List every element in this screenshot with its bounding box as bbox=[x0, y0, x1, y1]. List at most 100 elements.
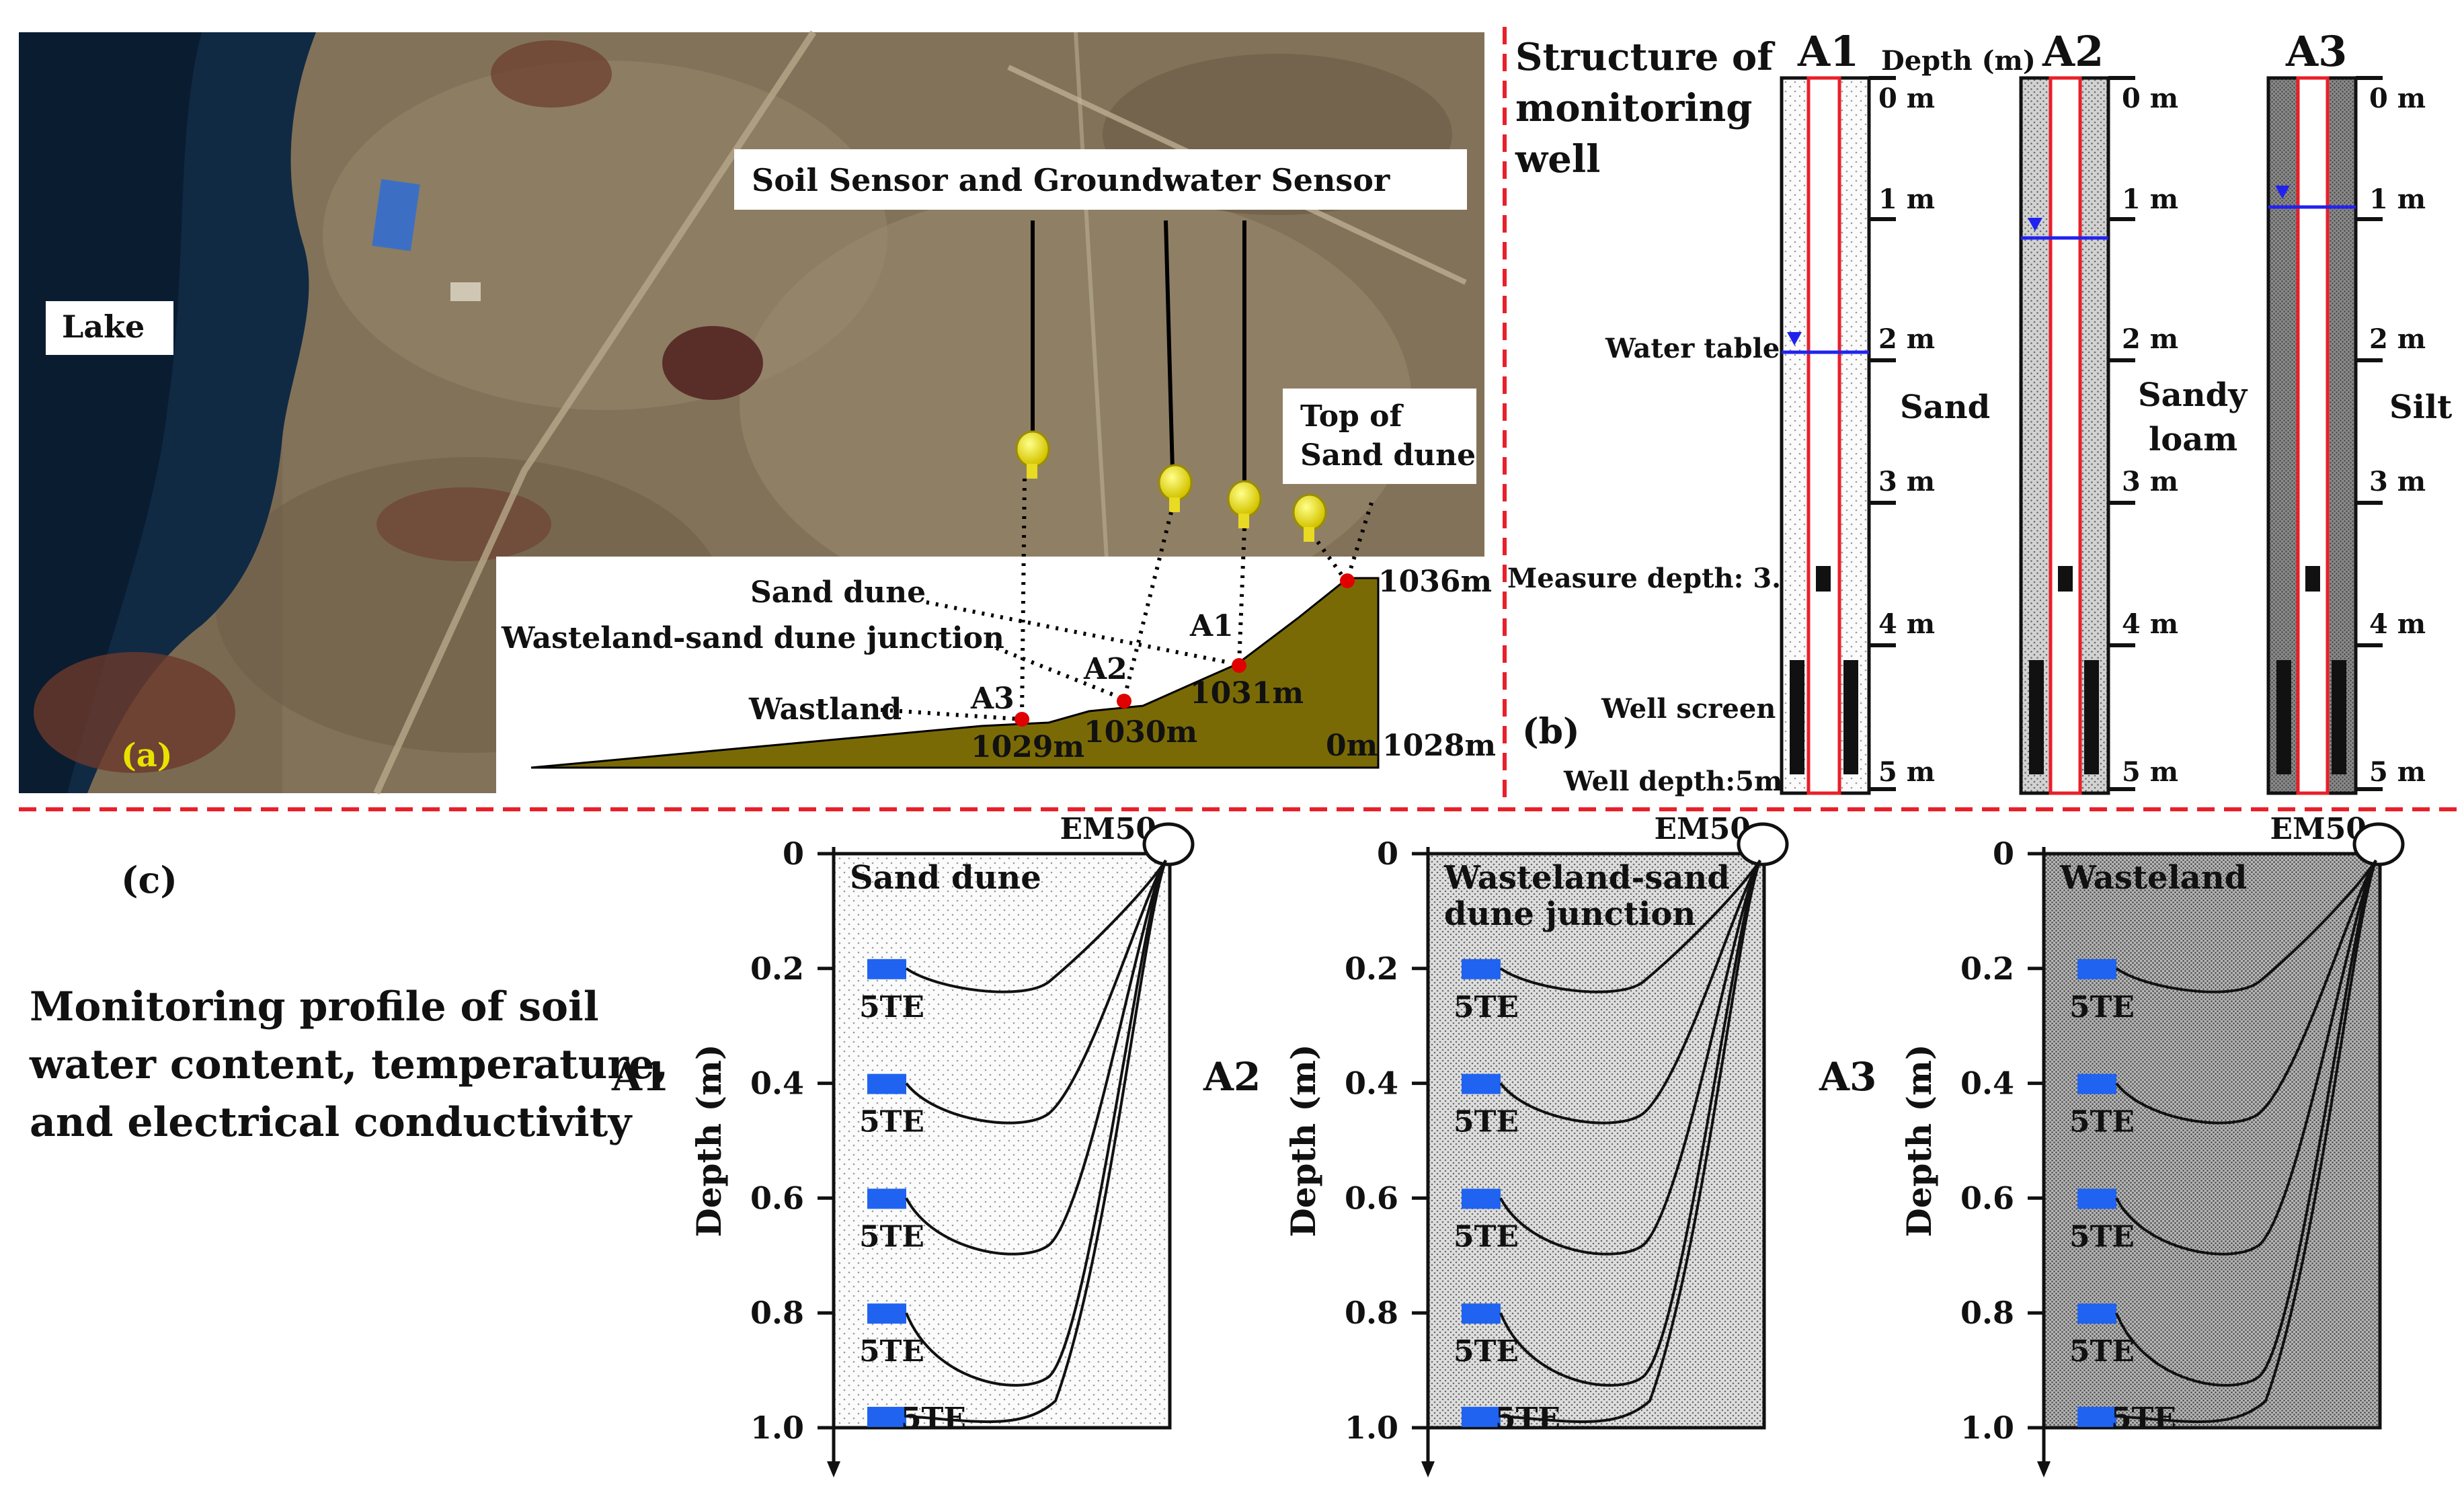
base-zero-label: 0m bbox=[1326, 729, 1378, 763]
caption-line3: and electrical conductivity bbox=[30, 1099, 633, 1146]
panel-a: Lake Soil Sensor and Groundwater Sensor … bbox=[19, 30, 1496, 795]
profile-a2-sensor-icon bbox=[1462, 1188, 1501, 1209]
profile-a3-sensor-label: 5TE bbox=[2111, 1402, 2176, 1436]
profile-a2-sensor-icon bbox=[1462, 1303, 1501, 1324]
panel-a-label: (a) bbox=[121, 737, 173, 774]
profile-a3-logger-icon bbox=[2352, 822, 2405, 866]
profile-a3-sensor-icon bbox=[2077, 1303, 2116, 1324]
site-a3-elev: 1029m bbox=[971, 730, 1084, 764]
lake-label-box bbox=[46, 301, 173, 355]
sensor-title-box bbox=[734, 149, 1467, 210]
profile-a2-tick-label: 0.4 bbox=[1345, 1065, 1398, 1102]
lake-label: Lake bbox=[62, 309, 145, 345]
profile-a2-site-label: A2 bbox=[1203, 1054, 1261, 1100]
profile-a3-sensor-label: 5TE bbox=[2069, 1334, 2135, 1369]
tick-1m: 1 m bbox=[1878, 184, 1935, 215]
profile-a3-axis-arrow bbox=[2037, 1461, 2051, 1477]
panel-b-title-line2: monitoring bbox=[1515, 86, 1752, 130]
well-a1: A1 Sand bbox=[1780, 27, 1990, 795]
profile-a2-tick-label: 0.2 bbox=[1345, 950, 1398, 987]
site-dot-a2 bbox=[1117, 694, 1131, 708]
profile-a2-sensor-icon bbox=[1462, 959, 1501, 979]
junction-label: Wasteland-sand dune junction bbox=[501, 621, 1004, 655]
well-a1-soil: Sand bbox=[1900, 389, 1990, 426]
profile-a1-tick-label: 0 bbox=[783, 836, 804, 872]
profile-a3-tick-label: 0.4 bbox=[1960, 1065, 2014, 1102]
site-a1-elev: 1031m bbox=[1190, 676, 1304, 710]
well-a2-ticks bbox=[2108, 76, 2135, 791]
caption-line1: Monitoring profile of soil bbox=[30, 983, 599, 1030]
tick-2m: 2 m bbox=[1878, 323, 1935, 355]
profile-a2-cable bbox=[1499, 859, 1761, 1256]
pin-icon bbox=[1015, 430, 1050, 479]
well-a2-name: A2 bbox=[2042, 27, 2104, 76]
profile-a2-sensor-label: 5TE bbox=[1454, 1334, 1519, 1369]
well-a2-soil-line1: Sandy bbox=[2138, 376, 2248, 414]
profile-a1-site-label: A1 bbox=[611, 1054, 669, 1100]
well-screen-label: Well screen bbox=[1601, 693, 1776, 725]
well-a3-name: A3 bbox=[2285, 27, 2347, 76]
profile-a2-cable bbox=[1499, 859, 1761, 993]
base-elev-label: 1028m bbox=[1382, 729, 1496, 763]
building bbox=[372, 179, 420, 251]
profile-a1-sensor-label: 5TE bbox=[859, 990, 924, 1024]
profile-a3-cable bbox=[2115, 859, 2377, 1387]
profile-a1-sensor-label: 5TE bbox=[901, 1402, 966, 1436]
profile-a2-tick-label: 1.0 bbox=[1345, 1410, 1398, 1446]
profile-a2-title-line1: Wasteland-sand bbox=[1443, 859, 1730, 897]
profile-a3-sensor-label: 5TE bbox=[2069, 990, 2135, 1024]
profile-a1-logger-icon bbox=[1142, 822, 1195, 866]
site-dot-a1 bbox=[1232, 658, 1246, 673]
profile-a2-axis-label: Depth (m) bbox=[1283, 1044, 1323, 1237]
panel-b-title-line1: Structure of bbox=[1515, 35, 1776, 79]
profile-a1-tick-label: 0.4 bbox=[750, 1065, 804, 1102]
profile-a3-sensor-label: 5TE bbox=[2069, 1219, 2135, 1254]
tick-2m: 2 m bbox=[2122, 323, 2178, 355]
profile-a1-logger-label: EM50 bbox=[1060, 812, 1156, 846]
profile-a2-cable bbox=[1500, 860, 1761, 1424]
tick-3m: 3 m bbox=[2122, 466, 2178, 497]
profile-a2-cable bbox=[1499, 859, 1761, 1125]
tick-0m: 0 m bbox=[1878, 83, 1935, 114]
tick-4m: 4 m bbox=[1878, 608, 1935, 640]
profile-a1-cable bbox=[905, 859, 1167, 1387]
profile-a1-tick-label: 0.6 bbox=[750, 1180, 804, 1216]
tick-4m: 4 m bbox=[2369, 608, 2426, 640]
profile-a2-title-line2: dune junction bbox=[1444, 895, 1696, 933]
well-a2: A2 Sandy loam bbox=[2019, 27, 2248, 795]
profile-a3-site-label: A3 bbox=[1819, 1054, 1876, 1100]
pond bbox=[662, 326, 763, 400]
profile-a2-cable bbox=[1499, 859, 1761, 1387]
well-a2-soil-line2: loam bbox=[2149, 421, 2237, 458]
tick-2m: 2 m bbox=[2369, 323, 2426, 355]
profile-a3-tick-label: 0 bbox=[1993, 836, 2014, 872]
tick-1m: 1 m bbox=[2122, 184, 2178, 215]
profile-a2-axis-arrow bbox=[1421, 1461, 1435, 1477]
depth-header: Depth (m) bbox=[1881, 45, 2036, 77]
profile-a1-tick-label: 0.8 bbox=[750, 1295, 804, 1331]
sensor-title: Soil Sensor and Groundwater Sensor bbox=[752, 162, 1390, 198]
well-depth-label: Well depth:5m bbox=[1563, 766, 1782, 797]
profile-a1-sensor-label: 5TE bbox=[859, 1219, 924, 1254]
profile-a1-sensor-icon bbox=[867, 959, 906, 979]
profile-a3-cable bbox=[2115, 859, 2377, 993]
profile-a3-logger-label: EM50 bbox=[2270, 812, 2367, 846]
top-elev-label: 1036m bbox=[1378, 565, 1492, 599]
caption-line2: water content, temperature, bbox=[29, 1041, 668, 1088]
profile-a3-cable bbox=[2115, 859, 2377, 1125]
tick-0m: 0 m bbox=[2369, 83, 2426, 114]
profile-a1-tick-label: 0.2 bbox=[750, 950, 804, 987]
well-a3-ticks bbox=[2356, 76, 2383, 791]
site-a2-elev: 1030m bbox=[1084, 715, 1197, 749]
panel-c-label: (c) bbox=[121, 858, 177, 901]
site-a2-label: A2 bbox=[1083, 652, 1127, 686]
profile-a2-tick-label: 0.8 bbox=[1345, 1295, 1398, 1331]
profile-a3-tick-label: 1.0 bbox=[1960, 1410, 2014, 1446]
connector-lines bbox=[880, 478, 1374, 721]
profile-a2-tick-label: 0 bbox=[1377, 836, 1398, 872]
profile-a2-sensor-icon bbox=[1462, 1073, 1501, 1094]
profile-a1-sensor-label: 5TE bbox=[859, 1334, 924, 1369]
profile-a1-axis-label: Depth (m) bbox=[689, 1044, 729, 1237]
top-label-line1: Top of bbox=[1300, 399, 1404, 434]
pin-icon bbox=[1227, 480, 1262, 528]
